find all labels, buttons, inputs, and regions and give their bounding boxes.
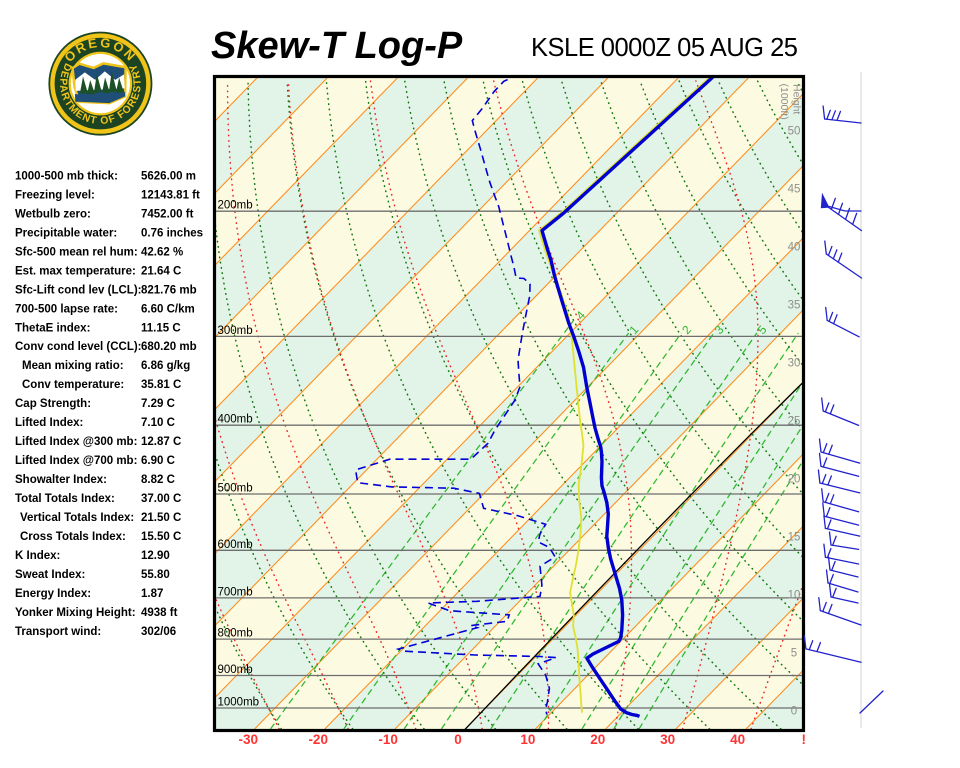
svg-text:25: 25 xyxy=(788,416,801,428)
svg-text:21.64 C: 21.64 C xyxy=(141,265,181,277)
svg-text:Showalter Index:: Showalter Index: xyxy=(15,474,107,486)
svg-text:50: 50 xyxy=(788,126,801,138)
svg-text:Est. max temperature:: Est. max temperature: xyxy=(15,265,136,277)
svg-text:400mb: 400mb xyxy=(218,414,253,426)
svg-text:Sweat Index:: Sweat Index: xyxy=(15,569,85,581)
svg-text:200mb: 200mb xyxy=(218,200,253,212)
svg-text:20: 20 xyxy=(788,474,801,486)
svg-text:12143.81 ft: 12143.81 ft xyxy=(141,190,200,202)
svg-text:35.81 C: 35.81 C xyxy=(141,379,181,391)
svg-text:Transport wind:: Transport wind: xyxy=(15,626,101,638)
svg-text:Conv temperature:: Conv temperature: xyxy=(22,379,124,391)
svg-text:Sfc-500 mean rel hum:: Sfc-500 mean rel hum: xyxy=(15,246,138,258)
svg-text:Mean mixing ratio:: Mean mixing ratio: xyxy=(22,360,124,372)
svg-text:300mb: 300mb xyxy=(218,325,253,337)
svg-text:821.76 mb: 821.76 mb xyxy=(141,284,197,296)
svg-text:6.90 C: 6.90 C xyxy=(141,455,175,467)
svg-text:15: 15 xyxy=(788,532,801,544)
svg-text:KSLE 0000Z 05 AUG 25: KSLE 0000Z 05 AUG 25 xyxy=(531,34,798,62)
svg-text:10: 10 xyxy=(788,590,801,602)
svg-text:40: 40 xyxy=(730,732,745,747)
svg-text:11.15 C: 11.15 C xyxy=(141,322,181,334)
svg-text:21.50 C: 21.50 C xyxy=(141,512,181,524)
svg-text:500mb: 500mb xyxy=(218,483,253,495)
svg-text:15.50 C: 15.50 C xyxy=(141,531,181,543)
svg-text:302/06: 302/06 xyxy=(141,626,176,638)
svg-text:Skew-T Log-P: Skew-T Log-P xyxy=(211,25,463,67)
svg-text:800mb: 800mb xyxy=(218,628,253,640)
svg-text:680.20 mb: 680.20 mb xyxy=(141,341,197,353)
svg-text:Lifted Index @700 mb:: Lifted Index @700 mb: xyxy=(15,455,137,467)
svg-text:0: 0 xyxy=(454,732,462,747)
svg-text:40: 40 xyxy=(788,242,801,254)
svg-text:45: 45 xyxy=(788,184,801,196)
svg-text:Precipitable water:: Precipitable water: xyxy=(15,227,117,239)
svg-text:1000mb: 1000mb xyxy=(218,697,260,709)
svg-text:7.10 C: 7.10 C xyxy=(141,417,175,429)
svg-text:1000-500 mb thick:: 1000-500 mb thick: xyxy=(15,171,118,183)
svg-text:Wetbulb zero:: Wetbulb zero: xyxy=(15,208,91,220)
svg-text:20: 20 xyxy=(590,732,605,747)
svg-text:6.86 g/kg: 6.86 g/kg xyxy=(141,360,190,372)
svg-text:Total Totals Index:: Total Totals Index: xyxy=(15,493,115,505)
svg-text:7452.00 ft: 7452.00 ft xyxy=(141,208,194,220)
svg-text:Lifted Index @300 mb:: Lifted Index @300 mb: xyxy=(15,436,137,448)
svg-text:Height: Height xyxy=(791,84,803,114)
svg-text:12.87 C: 12.87 C xyxy=(141,436,181,448)
svg-text:-30: -30 xyxy=(239,732,259,747)
svg-text:5: 5 xyxy=(791,648,797,660)
svg-text:(1000ft): (1000ft) xyxy=(778,84,790,120)
svg-text:55.80: 55.80 xyxy=(141,569,170,581)
svg-text:Lifted Index:: Lifted Index: xyxy=(15,417,83,429)
svg-text:Yonker Mixing Height:: Yonker Mixing Height: xyxy=(15,607,136,619)
svg-text:600mb: 600mb xyxy=(218,539,253,551)
svg-text:900mb: 900mb xyxy=(218,664,253,676)
svg-text:-10: -10 xyxy=(378,732,398,747)
svg-text:700mb: 700mb xyxy=(218,586,253,598)
svg-text:ThetaE index:: ThetaE index: xyxy=(15,322,90,334)
svg-text:700-500 lapse rate:: 700-500 lapse rate: xyxy=(15,303,118,315)
svg-text:K Index:: K Index: xyxy=(15,550,60,562)
svg-text:4938 ft: 4938 ft xyxy=(141,607,178,619)
svg-text:35: 35 xyxy=(788,300,801,312)
svg-text:Cap Strength:: Cap Strength: xyxy=(15,398,91,410)
svg-text:42.62 %: 42.62 % xyxy=(141,246,183,258)
svg-text:0.76 inches: 0.76 inches xyxy=(141,227,203,239)
svg-text:Energy Index:: Energy Index: xyxy=(15,588,91,600)
svg-text:12.90: 12.90 xyxy=(141,550,170,562)
svg-text:Vertical Totals Index:: Vertical Totals Index: xyxy=(20,512,134,524)
svg-text:30: 30 xyxy=(660,732,675,747)
svg-text:-20: -20 xyxy=(308,732,328,747)
svg-text:Conv cond level (CCL):: Conv cond level (CCL): xyxy=(15,341,142,353)
svg-text:30: 30 xyxy=(788,358,801,370)
svg-text:Cross Totals Index:: Cross Totals Index: xyxy=(20,531,126,543)
svg-text:1.87: 1.87 xyxy=(141,588,163,600)
svg-text:10: 10 xyxy=(520,732,535,747)
svg-text:Freezing level:: Freezing level: xyxy=(15,190,95,202)
svg-text:37.00 C: 37.00 C xyxy=(141,493,181,505)
svg-text:!: ! xyxy=(801,732,806,747)
svg-text:7.29 C: 7.29 C xyxy=(141,398,175,410)
svg-text:0: 0 xyxy=(791,706,797,718)
svg-text:5626.00 m: 5626.00 m xyxy=(141,171,196,183)
svg-text:Sfc-Lift cond lev (LCL):: Sfc-Lift cond lev (LCL): xyxy=(15,284,142,296)
svg-text:6.60 C/km: 6.60 C/km xyxy=(141,303,195,315)
svg-text:8.82 C: 8.82 C xyxy=(141,474,175,486)
